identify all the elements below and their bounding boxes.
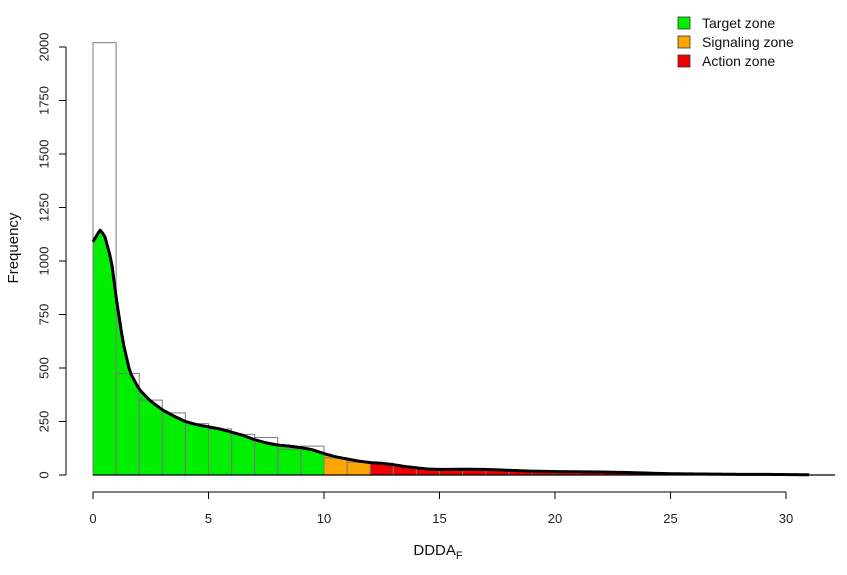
x-tick-label: 15 bbox=[432, 511, 446, 526]
legend-label: Target zone bbox=[702, 15, 775, 31]
legend-label: Signaling zone bbox=[702, 34, 794, 50]
y-tick-label: 2000 bbox=[36, 33, 51, 62]
legend: Target zone Signaling zone Action zone bbox=[677, 15, 794, 69]
y-tick-label: 1500 bbox=[36, 140, 51, 169]
y-tick-label: 1750 bbox=[36, 86, 51, 115]
x-tick-label: 20 bbox=[548, 511, 562, 526]
y-tick-label: 1250 bbox=[36, 193, 51, 222]
x-axis-title-subscript: F bbox=[456, 550, 463, 562]
legend-swatch bbox=[677, 35, 691, 49]
legend-swatch bbox=[677, 54, 691, 68]
density-curve-layer bbox=[91, 228, 810, 477]
y-tick-label: 500 bbox=[36, 357, 51, 379]
axes: 0 5 10 15 20 25 30 0 250 500 750 1000 1250 1500 1750 2… bbox=[36, 33, 836, 526]
legend-swatch bbox=[677, 16, 691, 30]
y-tick-label: 250 bbox=[36, 411, 51, 433]
x-ticks: 0 5 10 15 20 25 30 bbox=[89, 492, 793, 526]
zone-fill-layer bbox=[93, 230, 786, 475]
density-curve bbox=[91, 228, 810, 477]
legend-label: Action zone bbox=[702, 53, 775, 69]
x-axis-title-main: DDDA bbox=[413, 542, 456, 559]
y-tick-label: 750 bbox=[36, 304, 51, 326]
y-tick-label: 0 bbox=[36, 471, 51, 478]
y-axis-title: Frequency bbox=[5, 212, 22, 283]
histogram-bars bbox=[92, 42, 787, 476]
x-axis-title: DDDAF bbox=[413, 542, 463, 562]
x-tick-label: 30 bbox=[779, 511, 793, 526]
x-tick-label: 0 bbox=[89, 511, 96, 526]
y-tick-label: 1000 bbox=[36, 247, 51, 276]
y-ticks: 0 250 500 750 1000 1250 1500 1750 2000 bbox=[36, 33, 66, 479]
x-tick-label: 10 bbox=[317, 511, 331, 526]
axis-titles: DDDAF Frequency bbox=[5, 212, 463, 562]
x-tick-label: 25 bbox=[663, 511, 677, 526]
zone-area-target-zone bbox=[93, 230, 324, 475]
x-tick-label: 5 bbox=[205, 511, 212, 526]
zone-area-action-zone bbox=[370, 462, 786, 475]
